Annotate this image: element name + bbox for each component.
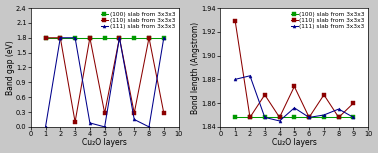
(111) slab from 3x3x3 bbox=[233, 78, 237, 80]
(111) slab from 3x3x3 bbox=[132, 119, 136, 120]
(111) slab from 3x3x3 bbox=[43, 126, 48, 128]
(110) slab from 3x3x3 bbox=[233, 20, 237, 22]
(100) slab from 3x3x3 bbox=[147, 37, 151, 39]
X-axis label: Cu₂O layers: Cu₂O layers bbox=[272, 138, 317, 147]
(100) slab from 3x3x3 bbox=[102, 37, 107, 39]
(100) slab from 3x3x3 bbox=[73, 37, 77, 39]
Line: (110) slab from 3x3x3: (110) slab from 3x3x3 bbox=[234, 20, 355, 119]
(100) slab from 3x3x3 bbox=[292, 116, 297, 118]
(110) slab from 3x3x3 bbox=[262, 94, 267, 96]
(100) slab from 3x3x3 bbox=[307, 116, 311, 118]
(110) slab from 3x3x3 bbox=[147, 37, 151, 39]
Legend: (100) slab from 3x3x3, (110) slab from 3x3x3, (111) slab from 3x3x3: (100) slab from 3x3x3, (110) slab from 3… bbox=[290, 11, 366, 29]
(110) slab from 3x3x3 bbox=[117, 37, 122, 39]
Y-axis label: Bond length (Angstrom): Bond length (Angstrom) bbox=[191, 21, 200, 114]
(111) slab from 3x3x3 bbox=[336, 108, 341, 110]
X-axis label: Cu₂O layers: Cu₂O layers bbox=[82, 138, 127, 147]
(100) slab from 3x3x3 bbox=[43, 37, 48, 39]
Legend: (100) slab from 3x3x3, (110) slab from 3x3x3, (111) slab from 3x3x3: (100) slab from 3x3x3, (110) slab from 3… bbox=[100, 11, 176, 29]
(111) slab from 3x3x3 bbox=[262, 116, 267, 118]
(111) slab from 3x3x3 bbox=[322, 114, 326, 116]
(100) slab from 3x3x3 bbox=[262, 116, 267, 118]
(110) slab from 3x3x3 bbox=[307, 116, 311, 118]
(111) slab from 3x3x3 bbox=[161, 37, 166, 39]
(110) slab from 3x3x3 bbox=[88, 37, 92, 39]
(110) slab from 3x3x3 bbox=[322, 94, 326, 96]
(111) slab from 3x3x3 bbox=[277, 120, 282, 122]
(110) slab from 3x3x3 bbox=[132, 112, 136, 114]
Line: (100) slab from 3x3x3: (100) slab from 3x3x3 bbox=[44, 36, 165, 39]
Y-axis label: Band gap (eV): Band gap (eV) bbox=[6, 40, 15, 95]
(111) slab from 3x3x3 bbox=[307, 116, 311, 118]
Line: (110) slab from 3x3x3: (110) slab from 3x3x3 bbox=[44, 36, 165, 123]
(100) slab from 3x3x3 bbox=[132, 37, 136, 39]
(100) slab from 3x3x3 bbox=[233, 116, 237, 118]
(110) slab from 3x3x3 bbox=[277, 116, 282, 118]
(110) slab from 3x3x3 bbox=[43, 37, 48, 39]
Line: (111) slab from 3x3x3: (111) slab from 3x3x3 bbox=[234, 74, 355, 122]
(111) slab from 3x3x3 bbox=[292, 107, 297, 109]
(100) slab from 3x3x3 bbox=[336, 116, 341, 118]
(111) slab from 3x3x3 bbox=[248, 75, 252, 77]
(100) slab from 3x3x3 bbox=[88, 37, 92, 39]
(111) slab from 3x3x3 bbox=[147, 126, 151, 128]
(100) slab from 3x3x3 bbox=[277, 116, 282, 118]
(110) slab from 3x3x3 bbox=[73, 121, 77, 123]
(111) slab from 3x3x3 bbox=[88, 122, 92, 124]
(111) slab from 3x3x3 bbox=[351, 116, 356, 118]
(110) slab from 3x3x3 bbox=[102, 112, 107, 114]
Line: (111) slab from 3x3x3: (111) slab from 3x3x3 bbox=[44, 36, 165, 128]
(111) slab from 3x3x3 bbox=[117, 37, 122, 39]
(111) slab from 3x3x3 bbox=[102, 126, 107, 128]
(110) slab from 3x3x3 bbox=[292, 86, 297, 87]
(100) slab from 3x3x3 bbox=[117, 37, 122, 39]
(100) slab from 3x3x3 bbox=[58, 37, 63, 39]
(110) slab from 3x3x3 bbox=[58, 37, 63, 39]
(111) slab from 3x3x3 bbox=[58, 37, 63, 39]
(110) slab from 3x3x3 bbox=[161, 112, 166, 114]
(100) slab from 3x3x3 bbox=[161, 37, 166, 39]
Line: (100) slab from 3x3x3: (100) slab from 3x3x3 bbox=[234, 116, 355, 119]
(111) slab from 3x3x3 bbox=[73, 37, 77, 39]
(100) slab from 3x3x3 bbox=[248, 116, 252, 118]
(100) slab from 3x3x3 bbox=[322, 116, 326, 118]
(110) slab from 3x3x3 bbox=[351, 102, 356, 104]
(110) slab from 3x3x3 bbox=[248, 116, 252, 118]
(110) slab from 3x3x3 bbox=[336, 116, 341, 118]
(100) slab from 3x3x3 bbox=[351, 116, 356, 118]
